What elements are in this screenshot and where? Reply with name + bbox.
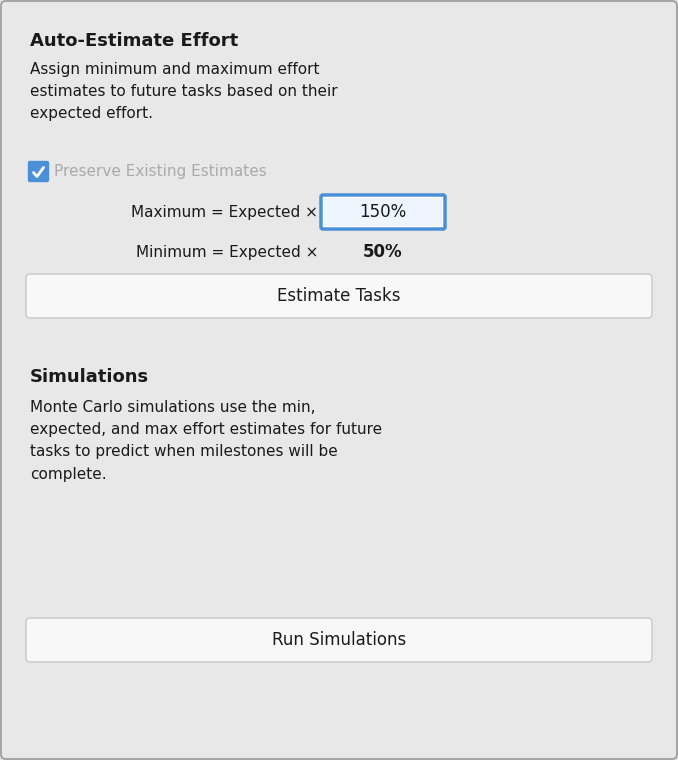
Text: Assign minimum and maximum effort
estimates to future tasks based on their
expec: Assign minimum and maximum effort estima… [30, 62, 338, 122]
Text: Run Simulations: Run Simulations [272, 631, 406, 649]
Text: 50%: 50% [363, 243, 403, 261]
Text: Estimate Tasks: Estimate Tasks [277, 287, 401, 305]
Text: Preserve Existing Estimates: Preserve Existing Estimates [54, 164, 266, 179]
Text: Auto-Estimate Effort: Auto-Estimate Effort [30, 32, 238, 50]
Text: Minimum = Expected ×: Minimum = Expected × [136, 245, 318, 259]
Text: Maximum = Expected ×: Maximum = Expected × [131, 204, 318, 220]
FancyBboxPatch shape [26, 274, 652, 318]
Text: Monte Carlo simulations use the min,
expected, and max effort estimates for futu: Monte Carlo simulations use the min, exp… [30, 400, 382, 482]
FancyBboxPatch shape [28, 162, 49, 182]
Text: Simulations: Simulations [30, 368, 149, 386]
Text: 150%: 150% [359, 203, 407, 221]
FancyBboxPatch shape [321, 195, 445, 229]
FancyBboxPatch shape [26, 618, 652, 662]
FancyBboxPatch shape [324, 198, 442, 226]
